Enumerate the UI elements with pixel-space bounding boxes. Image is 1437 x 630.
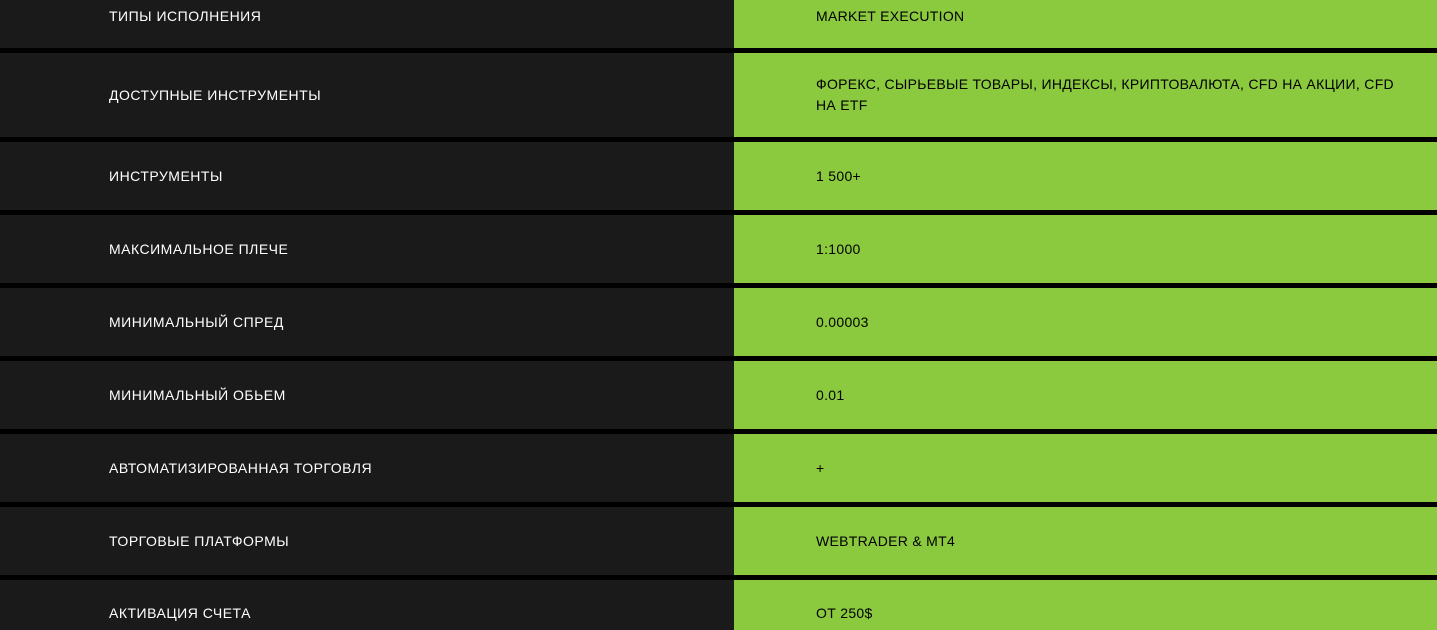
table-row: АКТИВАЦИЯ СЧЕТА ОТ 250$ xyxy=(0,580,1437,630)
spec-value: 1:1000 xyxy=(734,215,1437,283)
spec-value: 0.00003 xyxy=(734,288,1437,356)
spec-value: WEBTRADER & MT4 xyxy=(734,507,1437,575)
table-row: ТОРГОВЫЕ ПЛАТФОРМЫ WEBTRADER & MT4 xyxy=(0,507,1437,575)
spec-value: MARKET EXECUTION xyxy=(734,0,1437,48)
table-row: ТИПЫ ИСПОЛНЕНИЯ MARKET EXECUTION xyxy=(0,0,1437,48)
spec-value: ФОРЕКС, СЫРЬЕВЫЕ ТОВАРЫ, ИНДЕКСЫ, КРИПТО… xyxy=(734,53,1437,137)
table-row: АВТОМАТИЗИРОВАННАЯ ТОРГОВЛЯ + xyxy=(0,434,1437,502)
spec-value: + xyxy=(734,434,1437,502)
spec-label: АВТОМАТИЗИРОВАННАЯ ТОРГОВЛЯ xyxy=(0,434,734,502)
spec-label: МАКСИМАЛЬНОЕ ПЛЕЧЕ xyxy=(0,215,734,283)
spec-label: ТИПЫ ИСПОЛНЕНИЯ xyxy=(0,0,734,48)
spec-label: ДОСТУПНЫЕ ИНСТРУМЕНТЫ xyxy=(0,53,734,137)
spec-label: МИНИМАЛЬНЫЙ СПРЕД xyxy=(0,288,734,356)
specs-table: ТИПЫ ИСПОЛНЕНИЯ MARKET EXECUTION ДОСТУПН… xyxy=(0,0,1437,630)
table-row: ДОСТУПНЫЕ ИНСТРУМЕНТЫ ФОРЕКС, СЫРЬЕВЫЕ Т… xyxy=(0,53,1437,137)
spec-label: АКТИВАЦИЯ СЧЕТА xyxy=(0,580,734,630)
table-row: МИНИМАЛЬНЫЙ ОБЬЕМ 0.01 xyxy=(0,361,1437,429)
spec-value: 1 500+ xyxy=(734,142,1437,210)
table-row: МАКСИМАЛЬНОЕ ПЛЕЧЕ 1:1000 xyxy=(0,215,1437,283)
spec-label: ТОРГОВЫЕ ПЛАТФОРМЫ xyxy=(0,507,734,575)
table-row: ИНСТРУМЕНТЫ 1 500+ xyxy=(0,142,1437,210)
spec-label: ИНСТРУМЕНТЫ xyxy=(0,142,734,210)
table-row: МИНИМАЛЬНЫЙ СПРЕД 0.00003 xyxy=(0,288,1437,356)
spec-value: 0.01 xyxy=(734,361,1437,429)
spec-label: МИНИМАЛЬНЫЙ ОБЬЕМ xyxy=(0,361,734,429)
spec-value: ОТ 250$ xyxy=(734,580,1437,630)
